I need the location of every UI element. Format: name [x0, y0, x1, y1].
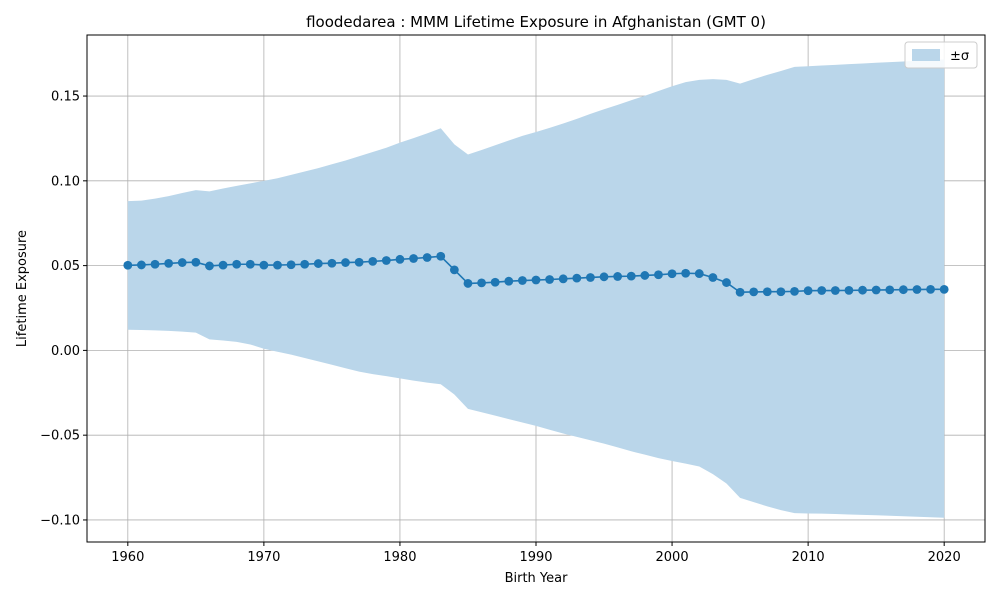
legend-entry-sigma: ±σ — [950, 49, 969, 64]
data-point — [381, 256, 391, 265]
data-point — [137, 260, 146, 270]
data-point — [776, 287, 786, 297]
y-tick-label: 0.05 — [51, 259, 80, 274]
data-point — [926, 284, 935, 294]
y-tick-label: 0.00 — [51, 344, 80, 359]
data-point — [436, 251, 446, 261]
data-point — [654, 270, 663, 280]
data-point — [409, 254, 418, 263]
chart-title: floodedarea : MMM Lifetime Exposure in A… — [306, 13, 766, 31]
data-point — [817, 286, 827, 295]
y-axis-ticks: −0.10 −0.05 0.00 0.05 0.10 0.15 — [40, 90, 87, 528]
data-point — [722, 278, 731, 287]
x-tick-label: 1990 — [519, 550, 552, 565]
data-point — [803, 286, 813, 296]
data-point — [599, 272, 609, 282]
data-point — [871, 285, 881, 295]
y-axis-label: Lifetime Exposure — [15, 230, 30, 347]
data-point — [150, 259, 160, 269]
data-point — [626, 271, 636, 281]
data-point — [762, 287, 772, 297]
data-point — [463, 279, 473, 288]
y-tick-label: −0.10 — [40, 513, 80, 528]
x-tick-label: 2010 — [792, 550, 825, 565]
x-tick-label: 1980 — [383, 550, 416, 565]
data-point — [177, 258, 187, 267]
data-point — [613, 272, 623, 281]
data-point — [858, 285, 867, 295]
x-tick-label: 2020 — [928, 550, 961, 565]
data-point — [191, 257, 201, 267]
x-tick-label: 1960 — [111, 550, 144, 565]
data-point — [939, 284, 949, 294]
sigma-band-layer — [127, 59, 945, 518]
data-point — [490, 277, 500, 287]
data-point — [790, 286, 799, 296]
legend-band-swatch — [912, 49, 940, 61]
data-point — [300, 259, 310, 269]
data-point — [341, 258, 350, 267]
legend: ±σ — [904, 41, 978, 69]
data-point — [232, 259, 242, 269]
x-tick-label: 2000 — [656, 550, 689, 565]
data-point — [449, 265, 459, 275]
legend-box — [904, 41, 978, 69]
data-point — [898, 285, 908, 295]
x-axis-label: Birth Year — [505, 571, 569, 586]
data-point — [273, 260, 282, 270]
data-point — [395, 254, 405, 264]
data-point — [531, 275, 541, 285]
data-point — [640, 271, 650, 280]
data-point — [572, 273, 582, 283]
y-tick-label: −0.05 — [40, 429, 80, 444]
data-point — [368, 256, 378, 266]
sigma-band — [127, 59, 945, 518]
data-point — [504, 276, 514, 286]
data-point — [517, 276, 527, 285]
data-point — [313, 259, 323, 268]
data-point — [205, 261, 214, 271]
data-point — [218, 260, 228, 270]
data-point — [123, 260, 133, 270]
y-tick-label: 0.10 — [51, 174, 80, 189]
data-point — [286, 260, 296, 270]
data-point — [327, 258, 337, 268]
data-point — [586, 273, 595, 282]
data-point — [708, 273, 718, 282]
y-tick-label: 0.15 — [51, 90, 80, 105]
data-point — [735, 287, 745, 297]
data-point — [259, 260, 269, 270]
data-point — [422, 253, 432, 262]
data-point — [912, 285, 922, 294]
data-point — [885, 285, 895, 295]
data-point — [694, 269, 704, 278]
data-point — [749, 287, 759, 297]
data-point — [558, 274, 568, 284]
data-point — [245, 259, 255, 269]
data-point — [681, 268, 691, 278]
data-point — [164, 259, 174, 268]
data-point — [667, 269, 677, 279]
data-point — [830, 286, 840, 295]
data-point — [477, 278, 486, 288]
data-point — [844, 285, 854, 295]
x-tick-label: 1970 — [247, 550, 280, 565]
mean-markers-layer — [123, 251, 949, 297]
data-point — [545, 275, 555, 284]
data-point — [354, 257, 364, 267]
x-axis-ticks: 1960 1970 1980 1990 2000 2010 2020 — [111, 542, 961, 565]
